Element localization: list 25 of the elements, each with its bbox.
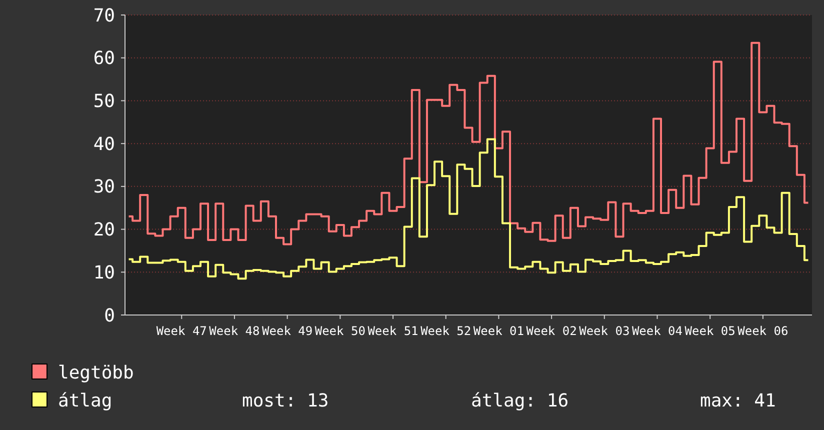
text: most: 13 (242, 390, 329, 412)
x-tick-label: Week 03 (579, 324, 630, 338)
y-tick-label: 30 (93, 176, 115, 198)
y-tick-label: 50 (93, 91, 115, 112)
legend-label: átlag (58, 390, 112, 412)
text: átlag: 16 (471, 390, 569, 412)
y-tick-label: 70 (93, 5, 115, 26)
y-tick-label: 60 (93, 48, 115, 70)
x-tick-label: Week 05 (684, 324, 736, 338)
x-tick-label: Week 48 (209, 324, 260, 338)
x-tick-label: Week 51 (368, 324, 418, 338)
x-tick-label: Week 06 (738, 324, 788, 338)
x-tick-label: Week 01 (473, 324, 524, 338)
x-tick-label: Week 49 (262, 324, 313, 338)
x-tick-label: Week 47 (156, 324, 207, 338)
x-tick-label: Week 02 (526, 324, 577, 338)
y-tick-label: 0 (104, 305, 115, 326)
legend-label: legtöbb (58, 362, 134, 384)
text: max: 41 (700, 390, 776, 412)
x-tick-label: Week 50 (314, 324, 366, 338)
y-tick-label: 20 (93, 220, 115, 241)
y-tick-label: 40 (93, 134, 115, 155)
y-tick-label: 10 (93, 262, 115, 284)
x-tick-label: Week 04 (632, 324, 683, 338)
x-tick-label: Week 52 (420, 324, 472, 338)
